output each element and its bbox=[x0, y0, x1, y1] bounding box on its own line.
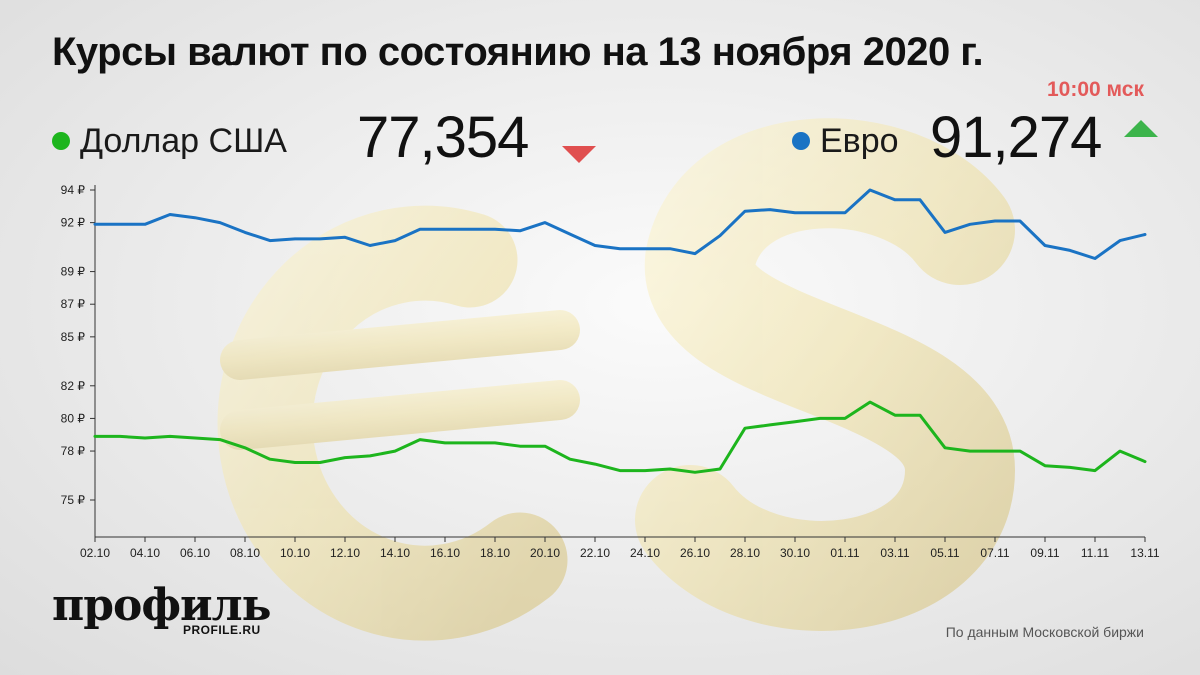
x-tick-label: 24.10 bbox=[630, 546, 660, 560]
x-tick-label: 04.10 bbox=[130, 546, 160, 560]
x-tick-label: 12.10 bbox=[330, 546, 360, 560]
x-tick-label: 08.10 bbox=[230, 546, 260, 560]
x-tick-label: 05.11 bbox=[930, 546, 959, 560]
usd-dot-icon bbox=[52, 132, 70, 150]
x-tick-label: 06.10 bbox=[180, 546, 210, 560]
x-tick-label: 03.11 bbox=[880, 546, 909, 560]
y-tick-label: 80 ₽ bbox=[61, 411, 86, 425]
source-note: По данным Московской биржи bbox=[945, 624, 1144, 640]
x-tick-label: 30.10 bbox=[780, 546, 810, 560]
x-tick-label: 11.11 bbox=[1081, 546, 1110, 560]
x-tick-label: 13.11 bbox=[1130, 546, 1159, 560]
y-tick-label: 85 ₽ bbox=[61, 330, 86, 344]
time-label: 10:00 мск bbox=[1047, 78, 1144, 101]
logo-subtitle: PROFILE.RU bbox=[183, 623, 261, 637]
x-tick-label: 20.10 bbox=[530, 546, 560, 560]
usd-name: Доллар США bbox=[80, 122, 287, 160]
eur-value: 91,274 bbox=[930, 105, 1102, 170]
x-tick-label: 16.10 bbox=[430, 546, 460, 560]
page-title: Курсы валют по состоянию на 13 ноября 20… bbox=[52, 30, 984, 74]
x-tick-label: 14.10 bbox=[380, 546, 410, 560]
eur-dot-icon bbox=[792, 132, 810, 150]
x-tick-label: 02.10 bbox=[80, 546, 110, 560]
trend-up-icon bbox=[1124, 120, 1158, 137]
y-tick-label: 78 ₽ bbox=[61, 444, 86, 458]
x-tick-label: 09.11 bbox=[1030, 546, 1059, 560]
x-tick-label: 22.10 bbox=[580, 546, 610, 560]
trend-down-icon bbox=[562, 146, 596, 163]
series-line-eur bbox=[93, 188, 1147, 260]
x-tick-label: 10.10 bbox=[280, 546, 310, 560]
eur-name: Евро bbox=[820, 122, 899, 160]
y-tick-label: 82 ₽ bbox=[61, 379, 86, 393]
series-line-usd bbox=[93, 400, 1147, 474]
y-tick-label: 89 ₽ bbox=[61, 265, 86, 279]
x-tick-label: 26.10 bbox=[680, 546, 710, 560]
y-tick-label: 75 ₽ bbox=[61, 493, 86, 507]
logo: профиль bbox=[52, 580, 272, 631]
x-tick-label: 18.10 bbox=[480, 546, 510, 560]
usd-value: 77,354 bbox=[357, 105, 529, 170]
y-tick-label: 92 ₽ bbox=[61, 216, 86, 230]
x-tick-label: 28.10 bbox=[730, 546, 760, 560]
x-tick-label: 07.11 bbox=[980, 546, 1009, 560]
y-tick-label: 94 ₽ bbox=[61, 183, 86, 197]
y-tick-label: 87 ₽ bbox=[61, 297, 86, 311]
x-tick-label: 01.11 bbox=[830, 546, 859, 560]
